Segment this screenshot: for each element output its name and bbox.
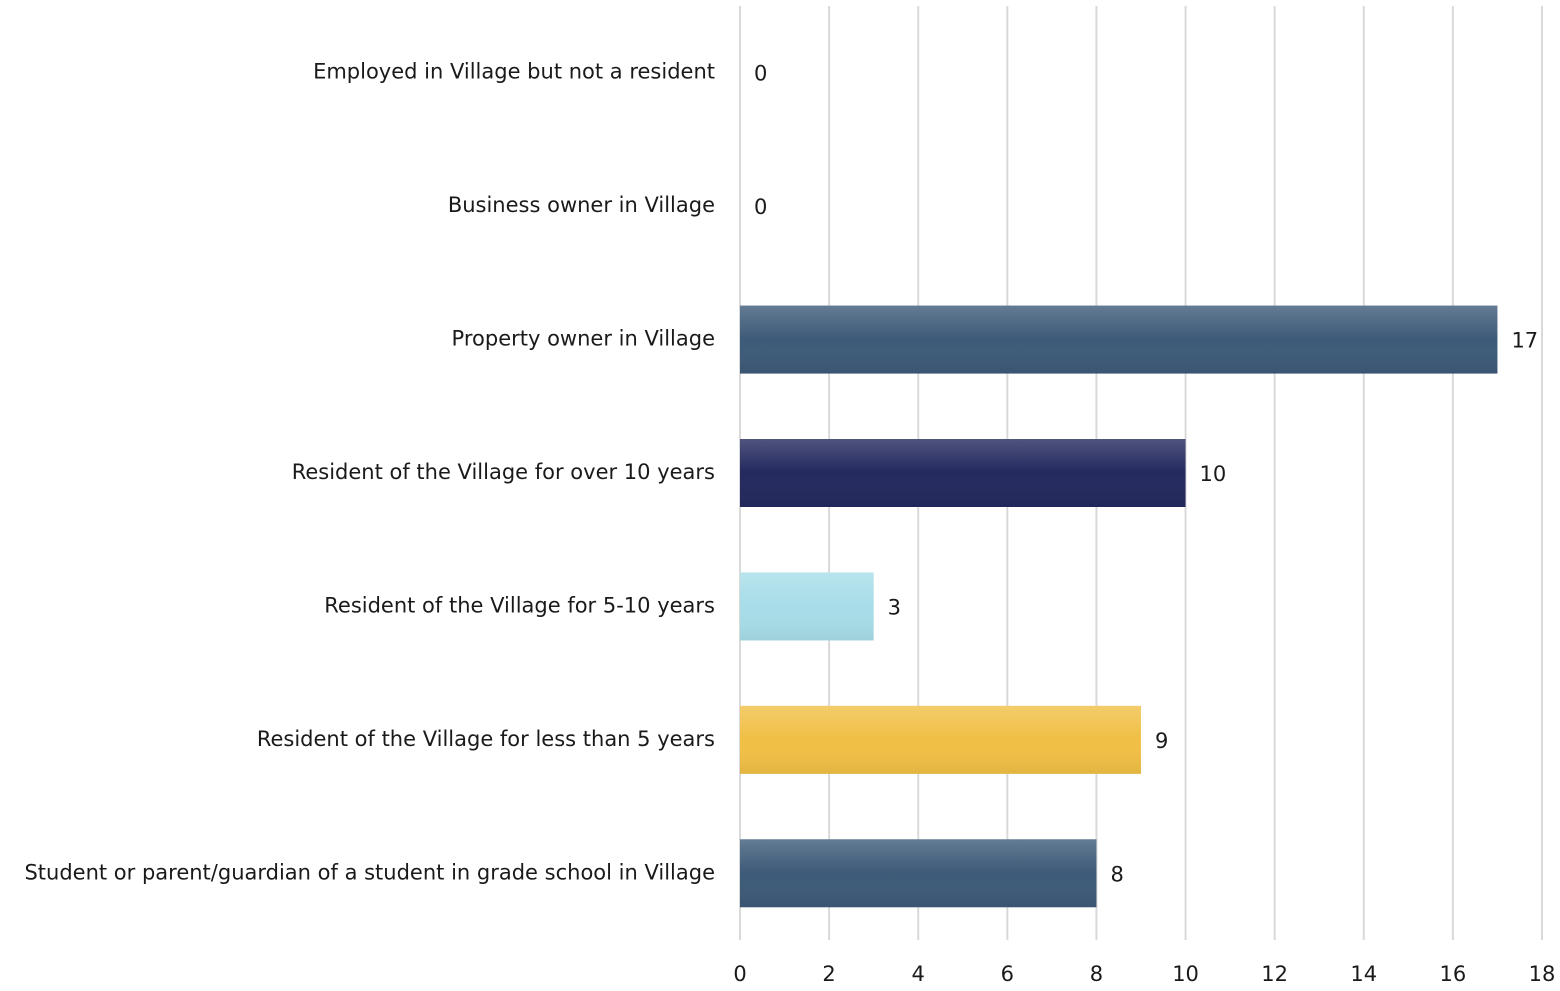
value-label: 10: [1200, 462, 1227, 486]
y-tick-label: Resident of the Village for less than 5 …: [257, 727, 715, 751]
x-tick-label: 6: [1001, 962, 1014, 986]
y-tick-label: Employed in Village but not a resident: [313, 60, 715, 84]
value-label: 9: [1155, 729, 1168, 753]
x-tick-label: 12: [1261, 962, 1288, 986]
value-label: 3: [888, 595, 901, 619]
bar-sheen: [740, 839, 1097, 908]
y-tick-label: Property owner in Village: [452, 327, 715, 351]
x-tick-label: 8: [1090, 962, 1103, 986]
y-tick-label: Student or parent/guardian of a student …: [24, 860, 715, 884]
x-tick-label: 2: [822, 962, 835, 986]
x-tick-label: 4: [912, 962, 925, 986]
bar-sheen: [740, 305, 1498, 374]
x-tick-label: 16: [1440, 962, 1467, 986]
bar-sheen: [740, 439, 1186, 507]
y-tick-label: Business owner in Village: [448, 193, 715, 217]
value-label: 8: [1110, 862, 1123, 886]
value-label: 0: [754, 195, 767, 219]
y-tick-label: Resident of the Village for 5-10 years: [324, 593, 715, 617]
x-tick-label: 10: [1172, 962, 1199, 986]
x-tick-label: 14: [1350, 962, 1377, 986]
value-label: 0: [754, 62, 767, 86]
y-tick-label: Resident of the Village for over 10 year…: [292, 460, 715, 484]
x-tick-label: 18: [1529, 962, 1556, 986]
bar-sheen: [740, 705, 1141, 774]
bar-sheen: [740, 572, 874, 641]
x-tick-label: 0: [733, 962, 746, 986]
value-label: 17: [1511, 329, 1538, 353]
